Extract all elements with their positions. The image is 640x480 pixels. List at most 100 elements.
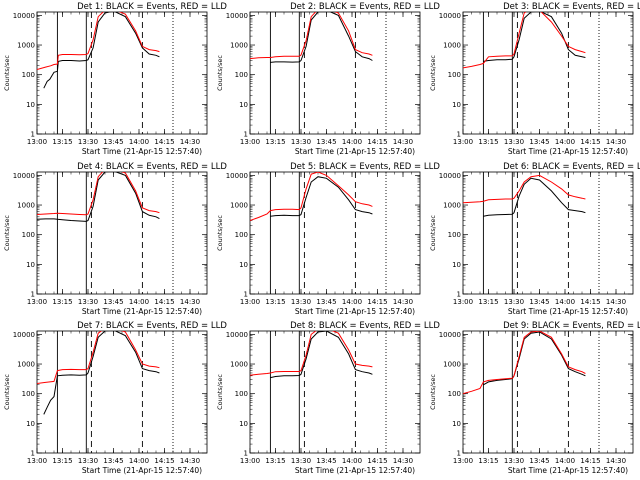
series-line-lld [463,12,586,69]
y-tick-label: 1 [457,450,461,458]
y-tick-label: 100 [235,390,248,398]
x-tick-label: 14:30 [180,298,200,306]
y-axis-label: Counts/sec [429,374,437,410]
x-tick-label: 14:15 [580,457,600,465]
series-line-events [483,331,586,386]
chart-panel-6: Det 6: BLACK = Events, RED = LLD Counts/s… [429,162,640,316]
series-line-events [270,176,373,217]
y-tick-label: 10000 [439,172,461,180]
chart-title: Det 4: BLACK = Events, RED = LLD [77,162,227,172]
x-tick-label: 13:15 [478,457,498,465]
y-tick-label: 1 [457,131,461,139]
x-tick-label: 14:30 [180,138,200,146]
x-tick-label: 13:45 [529,138,549,146]
x-tick-label: 13:15 [265,457,285,465]
y-tick-label: 1 [244,291,248,299]
x-tick-label: 13:30 [504,138,524,146]
chart-title: Det 8: BLACK = Events, RED = LLD [290,321,440,331]
y-tick-label: 10 [26,101,35,109]
plot-frame [249,330,421,454]
y-tick-label: 10 [26,261,35,269]
series-line-lld [250,12,373,60]
y-tick-label: 1 [31,291,35,299]
x-tick-label: 13:45 [103,138,123,146]
x-tick-label: 14:15 [580,298,600,306]
x-tick-label: 13:15 [478,298,498,306]
x-tick-label: 14:30 [393,138,413,146]
x-tick-label: 13:00 [240,138,260,146]
y-tick-label: 100 [448,390,461,398]
chart-panel-4: Det 4: BLACK = Events, RED = LLD Counts/s… [3,162,227,316]
series-line-lld [37,331,160,384]
y-axis-label: Counts/sec [216,374,224,410]
x-axis-label: Start Time (21-Apr-15 12:57:40) [295,466,415,475]
chart-panel-8: Det 8: BLACK = Events, RED = LLD Counts/s… [216,321,440,475]
y-axis-label: Counts/sec [216,215,224,251]
series-group [463,331,586,395]
y-axis-label: Counts/sec [429,55,437,91]
y-tick-label: 1000 [17,361,35,369]
y-tick-label: 10000 [439,12,461,20]
x-tick-label: 13:45 [529,457,549,465]
series-line-lld [250,172,373,221]
x-tick-label: 14:30 [180,457,200,465]
series-group [250,12,373,63]
x-axis-label: Start Time (21-Apr-15 12:57:40) [508,466,628,475]
y-tick-label: 1000 [230,361,248,369]
y-tick-label: 1000 [230,42,248,50]
y-tick-label: 100 [22,231,35,239]
chart-panel-5: Det 5: BLACK = Events, RED = LLD Counts/s… [216,162,440,316]
y-axis-label: Counts/sec [3,55,11,91]
x-tick-label: 13:45 [316,457,336,465]
chart-title: Det 6: BLACK = Events, RED = LLD [503,162,640,172]
y-tick-label: 10 [452,261,461,269]
chart-panel-9: Det 9: BLACK = Events, RED = LLD Counts/s… [429,321,640,475]
y-tick-label: 10 [239,420,248,428]
y-tick-label: 100 [235,71,248,79]
y-axis-label: Counts/sec [216,55,224,91]
plot-frame [462,171,634,295]
x-tick-label: 14:30 [393,457,413,465]
y-axis-label: Counts/sec [429,215,437,251]
series-line-events [37,172,160,222]
x-tick-label: 13:00 [27,457,47,465]
x-tick-label: 13:30 [291,457,311,465]
plot-frame [36,330,208,454]
plot-frame [462,11,634,135]
y-tick-label: 10 [239,261,248,269]
x-tick-label: 13:15 [265,298,285,306]
x-tick-label: 14:15 [580,138,600,146]
x-axis-label: Start Time (21-Apr-15 12:57:40) [82,466,202,475]
x-tick-label: 13:30 [78,138,98,146]
x-tick-label: 14:15 [367,457,387,465]
x-tick-label: 13:00 [453,138,473,146]
chart-title: Det 9: BLACK = Events, RED = LLD [503,321,640,331]
chart-panel-2: Det 2: BLACK = Events, RED = LLD Counts/s… [216,2,440,156]
x-axis-label: Start Time (21-Apr-15 12:57:40) [295,307,415,316]
x-tick-label: 13:30 [504,457,524,465]
y-tick-label: 1 [31,450,35,458]
series-line-events [270,12,373,63]
y-tick-label: 10000 [13,12,35,20]
x-tick-label: 13:30 [504,298,524,306]
series-line-lld [463,174,586,204]
series-group [250,331,373,379]
x-tick-label: 14:30 [606,138,626,146]
x-tick-label: 13:45 [103,298,123,306]
y-tick-label: 10000 [226,331,248,339]
x-axis-label: Start Time (21-Apr-15 12:57:40) [508,147,628,156]
x-tick-label: 13:15 [52,457,72,465]
plot-frame [249,171,421,295]
series-line-events [270,331,373,379]
x-axis-label: Start Time (21-Apr-15 12:57:40) [508,307,628,316]
x-tick-label: 14:15 [154,138,174,146]
y-tick-label: 1 [244,450,248,458]
chart-title: Det 3: BLACK = Events, RED = LLD [503,2,640,12]
x-tick-label: 13:45 [316,138,336,146]
y-tick-label: 1000 [443,202,461,210]
y-tick-label: 1 [31,131,35,139]
y-tick-label: 10 [452,420,461,428]
chart-panel-1: Det 1: BLACK = Events, RED = LLD Counts/s… [3,2,227,156]
y-tick-label: 10000 [226,172,248,180]
